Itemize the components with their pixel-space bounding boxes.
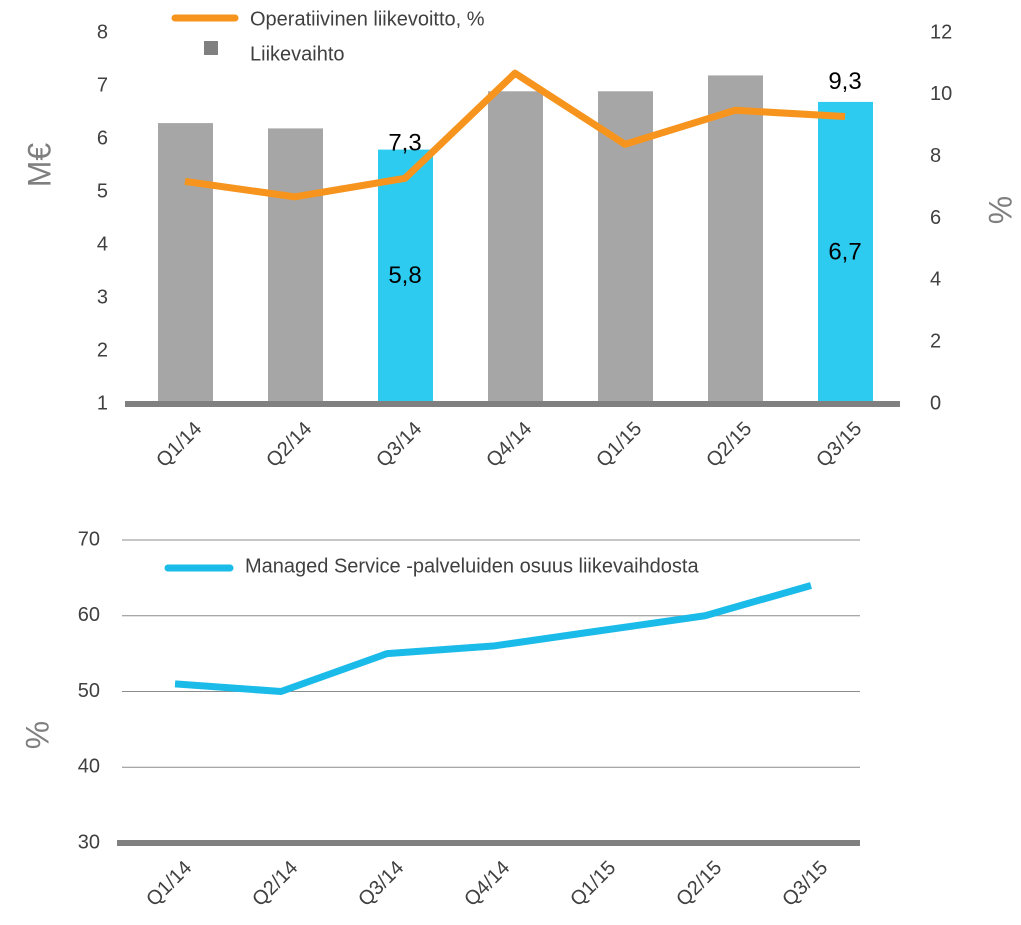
y-tick-label: 3	[97, 286, 108, 308]
data-label: 7,3	[388, 130, 421, 157]
data-label: 9,3	[828, 68, 861, 95]
x-tick-label: Q1/15	[566, 857, 620, 911]
y-tick-label: 50	[78, 680, 100, 702]
x-tick-label: Q2/15	[672, 857, 726, 911]
bar	[268, 128, 323, 404]
y2-tick-label: 0	[930, 392, 941, 414]
line	[174, 582, 812, 695]
x-tick-label: Q2/15	[702, 418, 756, 472]
x-tick-label: Q2/14	[262, 418, 316, 472]
bar	[378, 149, 433, 404]
legend-label: Operatiivinen liikevoitto, %	[250, 8, 485, 30]
x-tick-label: Q1/14	[152, 418, 206, 472]
bar	[818, 101, 873, 405]
legend-swatch	[204, 41, 218, 55]
data-label: 5,8	[388, 262, 421, 289]
bar	[158, 123, 213, 404]
y2-tick-label: 8	[930, 145, 941, 167]
y-tick-label: 8	[97, 21, 108, 43]
x-tick-label: Q3/14	[372, 418, 426, 472]
x-tick-label: Q1/14	[142, 857, 196, 911]
legend-label: Liikevaihto	[250, 43, 345, 65]
y2-tick-label: 4	[930, 269, 941, 291]
y-tick-label: 70	[78, 528, 100, 550]
data-label: 6,7	[828, 238, 861, 265]
x-tick-label: Q4/14	[482, 418, 536, 472]
y-tick-label: 2	[97, 339, 108, 361]
x-tick-label: Q2/14	[248, 857, 302, 911]
x-tick-label: Q3/15	[778, 857, 832, 911]
y-axis-title: M€	[21, 143, 57, 188]
bar	[488, 91, 543, 405]
x-tick-label: Q3/14	[354, 857, 408, 911]
y-tick-label: 60	[78, 604, 100, 626]
x-tick-label: Q3/15	[812, 418, 866, 472]
y-tick-label: 6	[97, 127, 108, 149]
y-tick-label: 5	[97, 180, 108, 202]
x-tick-label: Q4/14	[460, 857, 514, 911]
legend-label: Managed Service -palveluiden osuus liike…	[245, 555, 699, 577]
y-axis-title: %	[19, 721, 55, 749]
x-tick-label: Q1/15	[592, 418, 646, 472]
y-tick-label: 40	[78, 756, 100, 778]
bar	[708, 75, 763, 405]
y-tick-label: 7	[97, 74, 108, 96]
y2-tick-label: 12	[930, 21, 952, 43]
y-tick-label: 4	[97, 233, 108, 255]
y-tick-label: 1	[97, 392, 108, 414]
y2-tick-label: 2	[930, 330, 941, 352]
y-tick-label: 30	[78, 831, 100, 853]
y2-tick-label: 6	[930, 207, 941, 229]
y2-tick-label: 10	[930, 83, 952, 105]
y2-axis-title: %	[982, 196, 1018, 224]
line	[184, 69, 846, 201]
